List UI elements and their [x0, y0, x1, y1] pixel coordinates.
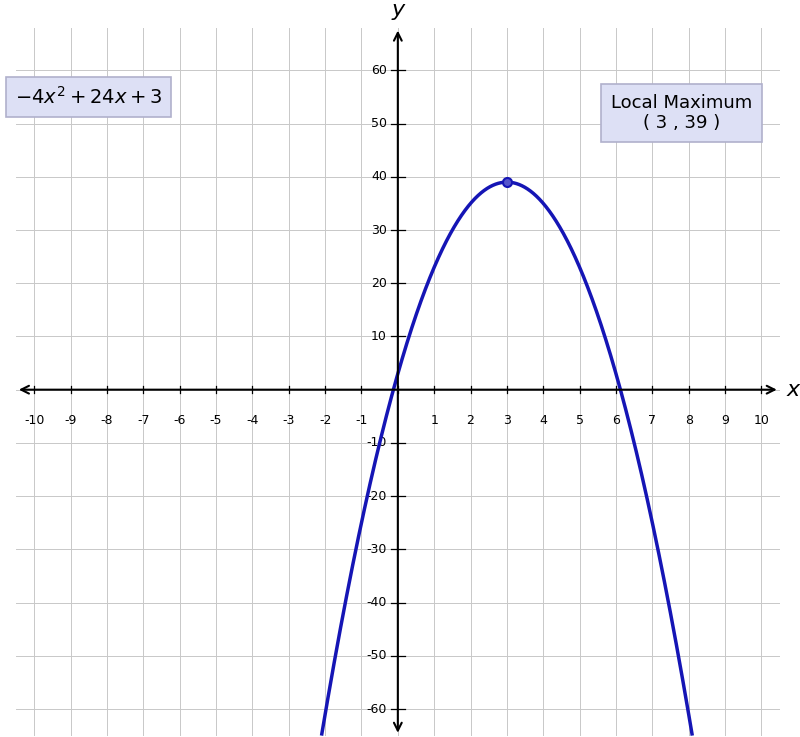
Text: 3: 3: [503, 413, 511, 427]
Text: -8: -8: [101, 413, 114, 427]
Text: -4: -4: [246, 413, 258, 427]
Text: $-4x^2 + 24x + 3$: $-4x^2 + 24x + 3$: [15, 86, 162, 108]
Text: 20: 20: [371, 277, 387, 290]
Text: 9: 9: [721, 413, 729, 427]
Text: -30: -30: [366, 543, 387, 556]
Text: -40: -40: [366, 596, 387, 609]
Text: -6: -6: [174, 413, 186, 427]
Text: 40: 40: [371, 170, 387, 184]
Text: 1: 1: [430, 413, 438, 427]
Text: 30: 30: [371, 223, 387, 237]
Text: 10: 10: [754, 413, 770, 427]
Text: -5: -5: [210, 413, 222, 427]
Text: -60: -60: [366, 702, 387, 716]
Text: Local Maximum
( 3 , 39 ): Local Maximum ( 3 , 39 ): [610, 94, 752, 133]
Text: -3: -3: [282, 413, 295, 427]
Text: 4: 4: [539, 413, 547, 427]
Text: -50: -50: [366, 649, 387, 663]
Text: 7: 7: [648, 413, 656, 427]
Text: -20: -20: [366, 489, 387, 503]
Text: y: y: [391, 0, 404, 20]
Text: -10: -10: [24, 413, 45, 427]
Text: -7: -7: [137, 413, 150, 427]
Text: x: x: [787, 380, 800, 399]
Text: -2: -2: [319, 413, 331, 427]
Text: 2: 2: [466, 413, 474, 427]
Text: -10: -10: [366, 436, 387, 450]
Text: -9: -9: [65, 413, 77, 427]
Text: 50: 50: [371, 117, 387, 130]
Text: 8: 8: [685, 413, 693, 427]
Text: 60: 60: [371, 64, 387, 77]
Text: 6: 6: [612, 413, 620, 427]
Text: -1: -1: [355, 413, 368, 427]
Text: 5: 5: [576, 413, 584, 427]
Text: 10: 10: [371, 330, 387, 343]
